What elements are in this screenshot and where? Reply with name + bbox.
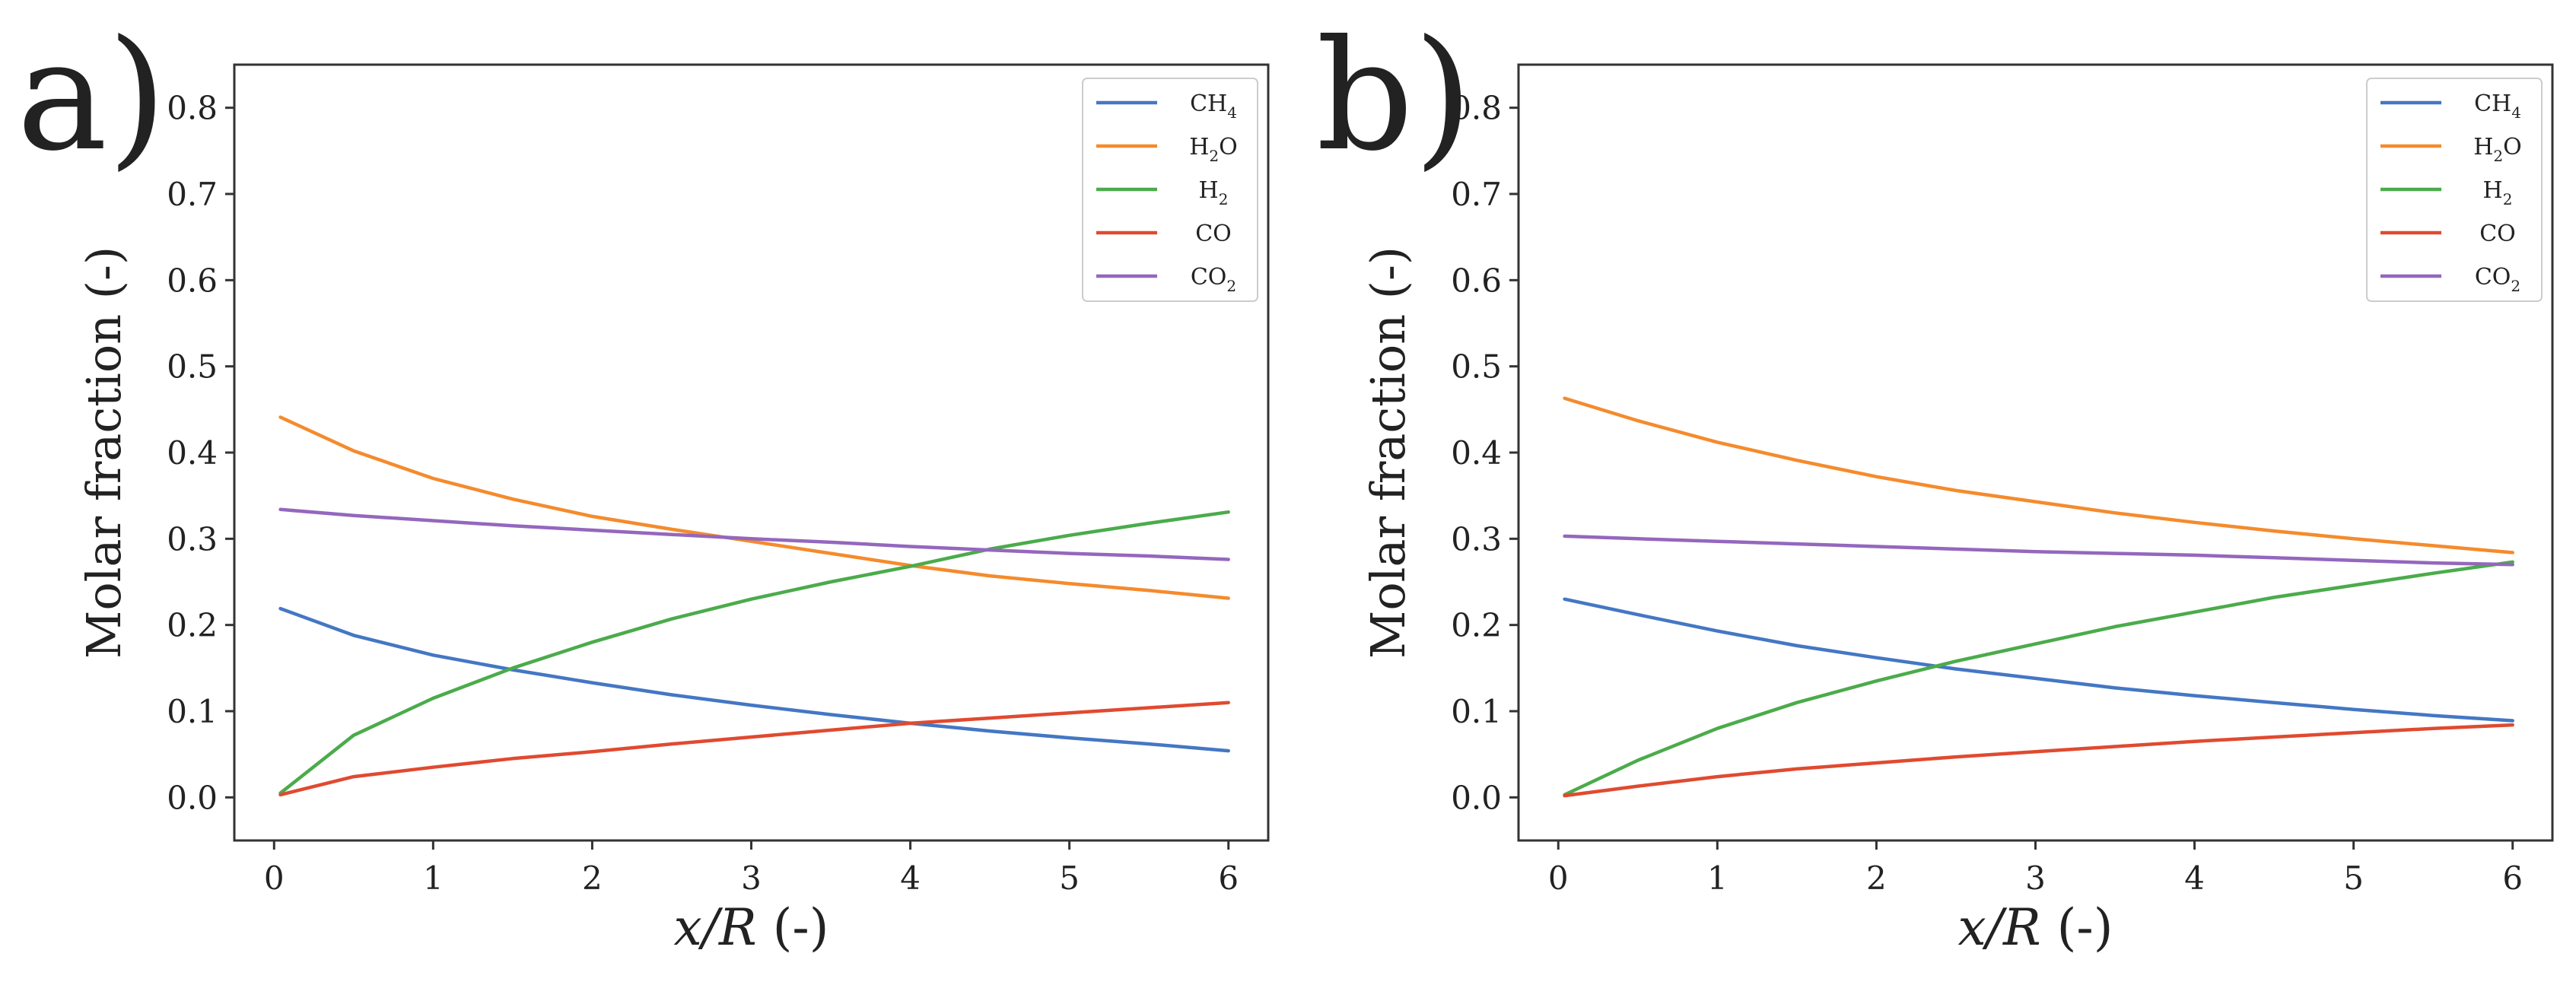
y-tick-label: 0.8 [167,90,218,127]
legend-entry: H2 [2483,177,2513,208]
legend-entry-subscript: 2 [2511,277,2520,295]
x-tick-label: 6 [1218,859,1239,897]
x-axis-label: x/R (-) [1958,898,2113,957]
series-line-co2 [1563,534,2514,567]
x-axis-label: x/R (-) [674,898,829,957]
y-tick-label: 0.5 [1451,348,1502,386]
x-axis-variable: x/R [1958,898,2041,957]
y-tick-label: 0.7 [167,176,218,213]
series-line-co [278,701,1230,797]
legend-box [2366,78,2543,302]
legend-entry-tail: O [2503,134,2522,160]
series-line-h2o [278,415,1230,600]
x-tick-label: 2 [582,859,603,897]
y-axis-label: Molar fraction (-) [1360,246,1416,659]
panel-b: b) 0 1 2 3 4 5 6 0.0 0.1 0.2 0.3 0.4 0.5 0.6 0.7 0.8 x/R … [1316,8,2554,957]
series-line-ch4 [278,606,1230,753]
x-axis-variable: x/R [674,898,757,957]
y-tick-label: 0.7 [1451,176,1502,213]
legend-entry: H2O [2473,134,2522,165]
x-tick-label: 5 [2343,859,2364,897]
legend-entry: CH4 [1190,91,1237,122]
series-line-co [1563,723,2514,798]
x-tick-label: 3 [741,859,762,897]
panel-a: a) 0 1 2 3 4 5 6 0.0 0.1 0.2 0.3 0.4 0.5 0.6 0.7 0.8 x/R … [17,8,1270,957]
legend-box [1082,78,1258,302]
y-tick-label: 0.2 [167,607,218,644]
x-tick-label: 6 [2502,859,2523,897]
y-tick-label: 0.6 [1451,262,1502,299]
legend-entry-base: H [1199,177,1219,204]
y-tick-label: 0.4 [167,434,218,472]
x-tick-label: 0 [264,859,285,897]
legend-entry: CO [2479,221,2516,247]
x-tick-label: 5 [1059,859,1080,897]
legend-entry-subscript: 2 [1219,190,1229,208]
y-tick-label: 0.2 [1451,607,1502,644]
legend-entry-base: CH [1190,91,1227,117]
x-axis-unit: (-) [757,898,829,957]
y-tick-label: 0.3 [1451,520,1502,558]
series-line-h2 [278,510,1230,795]
legend-entry: H2 [1199,177,1229,208]
legend-entry-base: CO [1191,264,1227,291]
legend-entry-base: CO [2475,264,2511,291]
series-line-h2o [1563,396,2514,554]
x-tick-label: 4 [900,859,921,897]
legend-entry-base: H [1189,134,1209,160]
y-tick-label: 0.4 [1451,434,1502,472]
y-tick-label: 0.1 [1451,693,1502,730]
series-line-h2 [1563,560,2514,797]
x-tick-label: 1 [423,859,444,897]
legend-entry-tail: O [1219,134,1238,160]
x-tick-label: 3 [2025,859,2046,897]
legend-entry-base: CO [2479,221,2516,247]
legend-entry-subscript: 2 [1226,277,1236,295]
x-axis-unit: (-) [2041,898,2113,957]
x-tick-label: 2 [1866,859,1887,897]
x-tick-label: 4 [2184,859,2205,897]
legend-entry: CO [1195,221,1232,247]
series-line-ch4 [1563,597,2514,723]
legend-entry-subscript: 2 [1209,147,1219,165]
legend-entry: CH4 [2474,91,2521,122]
y-tick-label: 0.6 [167,262,218,299]
panel-label: b) [1316,8,1473,185]
y-tick-label: 0.5 [167,348,218,386]
y-axis-label: Molar fraction (-) [76,246,132,659]
y-tick-label: 0.8 [1451,90,1502,127]
legend-entry: H2O [1189,134,1238,165]
y-tick-label: 0.3 [167,520,218,558]
panel-label: a) [17,8,167,185]
legend-entry: CO2 [2475,264,2520,295]
x-tick-label: 1 [1707,859,1728,897]
legend-entry-subscript: 4 [2511,103,2521,122]
legend-entry-subscript: 2 [2493,147,2503,165]
legend-entry-base: CO [1195,221,1232,247]
legend-entry: CO2 [1191,264,1236,295]
legend-entry-subscript: 4 [1227,103,1237,122]
y-tick-label: 0.1 [167,693,218,730]
series-line-co2 [278,507,1230,561]
y-tick-label: 0.0 [167,779,218,816]
y-tick-label: 0.0 [1451,779,1502,816]
legend-entry-base: H [2483,177,2503,204]
legend-entry-subscript: 2 [2503,190,2513,208]
legend-entry-base: H [2473,134,2493,160]
x-tick-label: 0 [1548,859,1569,897]
legend-entry-base: CH [2474,91,2511,117]
